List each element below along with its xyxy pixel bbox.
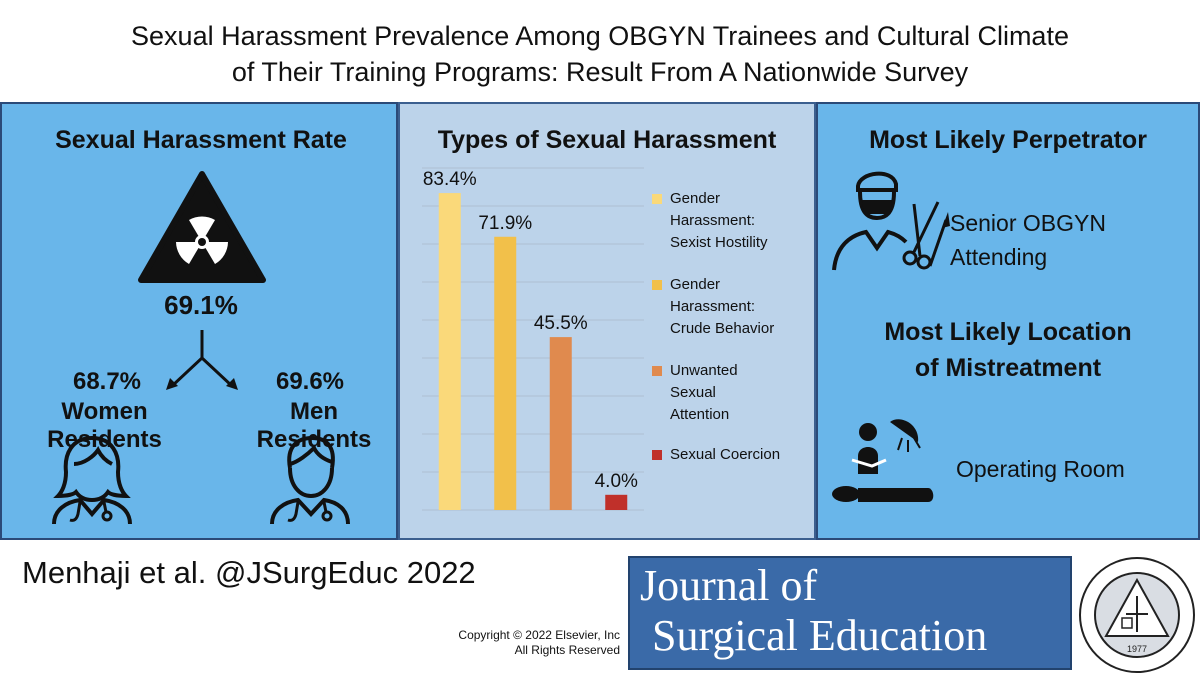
chart-data-label: 71.9% [478,213,532,234]
legend-label: Unwanted [670,362,738,379]
chart-title: Types of Sexual Harassment [437,126,777,154]
location-heading-line-1: Most Likely Location [884,318,1132,346]
location-value: Operating Room [956,456,1125,482]
perpetrator-panel: Most Likely Perpetrator Senior OBGYN Att… [816,102,1200,540]
title-line-2: of Their Training Programs: Result From … [231,57,969,87]
legend-item: Sexual Coercion [652,444,812,466]
chart-data-label: 45.5% [534,313,588,334]
title-line-1: Sexual Harassment Prevalence Among OBGYN… [131,21,1069,51]
location-heading-line-2: of Mistreatment [914,354,1102,382]
legend-label: Crude Behavior [670,320,775,337]
surgeon-icon [832,171,950,271]
rate-heading: Sexual Harassment Rate [55,126,347,154]
journal-title-line-1: Journal of [640,561,818,610]
overall-rate: 69.1% [164,290,238,320]
legend-swatch [652,194,662,204]
copyright: Copyright © 2022 Elsevier, Inc All Right… [405,628,620,658]
chart-bar [549,337,572,510]
radiation-warning-icon [138,171,266,283]
chart-bar [494,236,517,510]
legend-item: Gender Harassment: Sexist Hostility [652,188,812,254]
woman-doctor-icon [52,435,132,525]
legend-label: Harassment: [670,212,756,229]
legend-label: Harassment: [670,298,756,315]
journal-title-line-2: Surgical Education [652,611,988,660]
journal-logo: Journal of Surgical Education [628,556,1072,670]
legend-label: Gender [670,276,721,293]
operating-room-icon [832,419,934,502]
perpetrator-line-2: Attending [950,244,1048,270]
legend-item: Unwanted Sexual Attention [652,360,812,426]
harassment-rate-panel: Sexual Harassment Rate 69.1% 68.7% Women… [0,102,398,540]
copyright-line-2: All Rights Reserved [514,643,620,657]
legend-label: Sexual Coercion [670,446,781,463]
page-title: Sexual Harassment Prevalence Among OBGYN… [0,18,1200,90]
women-rate: 68.7% [72,368,142,395]
legend-label: Attention [670,406,730,423]
chart-data-label: 4.0% [595,471,638,492]
legend-swatch [652,366,662,376]
perpetrator-heading: Most Likely Perpetrator [869,126,1147,154]
legend-item: Gender Harassment: Crude Behavior [652,274,812,340]
legend-label: Sexual [670,384,716,401]
harassment-types-chart: 83.4% 71.9% 45.5% 4.0% [422,167,644,511]
legend-label: Sexist Hostility [670,234,768,251]
legend-swatch [652,450,662,460]
man-doctor-icon [270,435,350,525]
citation: Menhaji et al. @JSurgEduc 2022 [22,555,476,590]
chart-bar [438,193,461,510]
seal-year: 1977 [1127,644,1147,654]
men-rate: 69.6% [275,368,345,395]
location-heading: Most Likely Location of Mistreatment [818,314,1198,386]
chart-data-label: 83.4% [423,169,477,190]
legend-label: Gender [670,190,721,207]
split-arrow-icon [166,330,238,390]
association-seal-icon: 1977 [1079,557,1195,673]
perpetrator-line-1: Senior OBGYN [950,210,1106,236]
legend-swatch [652,280,662,290]
chart-bar [605,494,628,510]
chart-legend: Gender Harassment: Sexist Hostility Gender H… [652,188,812,466]
harassment-types-panel: Types of Sexual Harassment 83.4% 71.9% 45.… [398,102,816,540]
copyright-line-1: Copyright © 2022 Elsevier, Inc [458,628,620,642]
